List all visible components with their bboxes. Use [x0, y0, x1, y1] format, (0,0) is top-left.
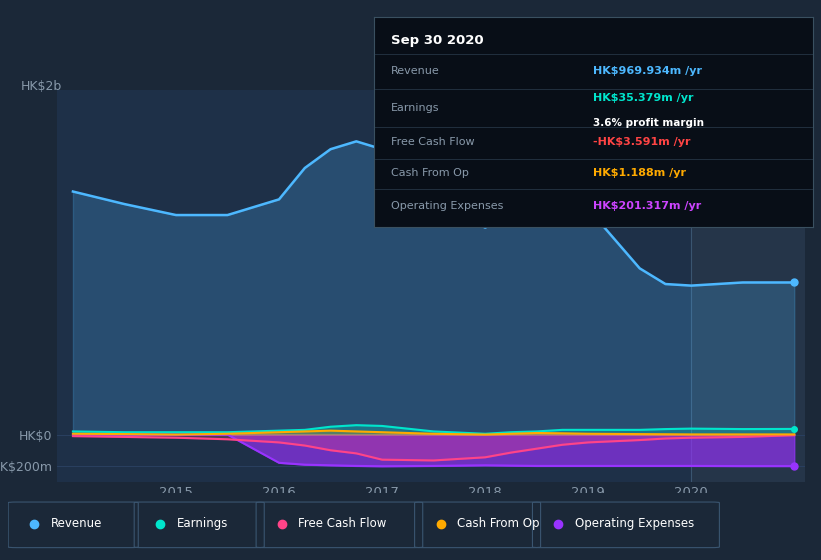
Text: Earnings: Earnings — [391, 103, 439, 113]
Text: Sep 30 2020: Sep 30 2020 — [391, 34, 484, 46]
Text: HK$1.188m /yr: HK$1.188m /yr — [594, 168, 686, 178]
Text: -HK$3.591m /yr: -HK$3.591m /yr — [594, 137, 690, 147]
Text: Free Cash Flow: Free Cash Flow — [391, 137, 475, 147]
Text: HK$35.379m /yr: HK$35.379m /yr — [594, 92, 694, 102]
Text: Revenue: Revenue — [391, 67, 440, 76]
Text: Earnings: Earnings — [177, 517, 228, 530]
Text: HK$201.317m /yr: HK$201.317m /yr — [594, 201, 701, 211]
Text: Free Cash Flow: Free Cash Flow — [298, 517, 387, 530]
Bar — [691, 90, 805, 482]
Text: HK$969.934m /yr: HK$969.934m /yr — [594, 67, 702, 76]
Text: HK$2b: HK$2b — [21, 80, 62, 94]
Text: Cash From Op: Cash From Op — [391, 168, 469, 178]
Text: 3.6% profit margin: 3.6% profit margin — [594, 118, 704, 128]
Text: Revenue: Revenue — [50, 517, 102, 530]
Text: Operating Expenses: Operating Expenses — [391, 201, 503, 211]
Text: Cash From Op: Cash From Op — [456, 517, 539, 530]
Text: Operating Expenses: Operating Expenses — [575, 517, 694, 530]
